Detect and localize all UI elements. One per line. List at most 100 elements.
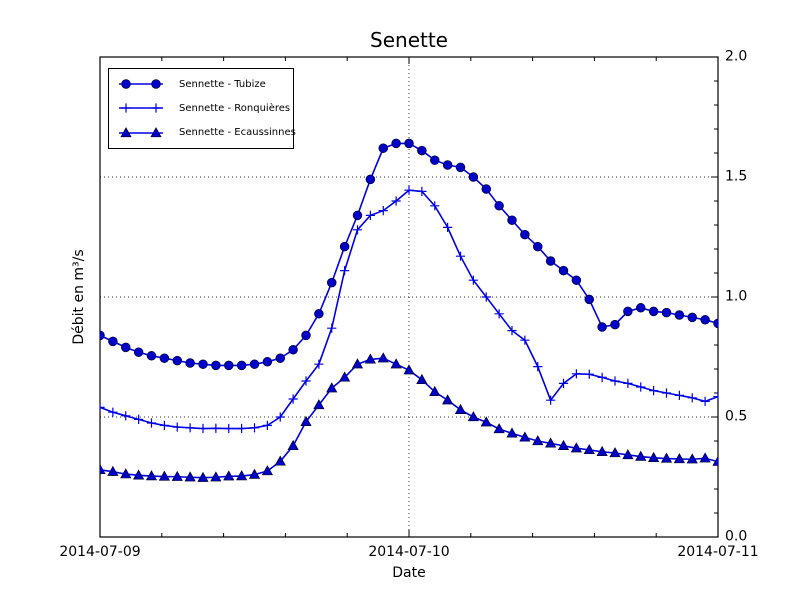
marker-plus xyxy=(121,103,131,114)
marker-plus xyxy=(99,402,105,412)
marker-plus xyxy=(455,251,466,261)
circle-marker-icon xyxy=(119,79,163,89)
marker-plus xyxy=(108,407,118,417)
marker-circle xyxy=(700,315,710,325)
marker-plus xyxy=(288,394,298,404)
marker-triangle xyxy=(390,358,402,369)
marker-triangle xyxy=(313,399,325,410)
marker-circle xyxy=(159,353,170,363)
marker-plus xyxy=(151,103,161,114)
x-tick-label: 2014-07-09 xyxy=(59,544,141,560)
marker-plus xyxy=(237,423,247,434)
marker-circle xyxy=(378,143,389,153)
marker-triangle xyxy=(120,126,132,137)
marker-plus xyxy=(275,412,285,422)
marker-triangle xyxy=(635,450,647,461)
marker-plus xyxy=(700,396,710,406)
marker-plus xyxy=(224,423,234,434)
marker-circle xyxy=(236,360,247,371)
y-tick-label: 2.0 xyxy=(725,48,748,65)
marker-triangle xyxy=(261,465,273,476)
marker-circle xyxy=(674,310,685,320)
marker-circle xyxy=(455,162,466,173)
series-sennette-ecaussinnes xyxy=(99,352,719,482)
marker-circle xyxy=(494,201,504,211)
marker-plus xyxy=(301,376,311,386)
marker-triangle xyxy=(493,423,505,434)
marker-triangle xyxy=(364,353,376,364)
legend-item-tubize: Sennette - Tubize xyxy=(115,76,293,92)
marker-plus xyxy=(198,423,208,434)
marker-triangle xyxy=(673,453,685,464)
marker-circle xyxy=(468,172,479,182)
marker-plus xyxy=(623,378,633,388)
marker-plus xyxy=(340,266,350,276)
marker-triangle xyxy=(429,385,441,396)
y-tick-label: 0.0 xyxy=(725,528,748,545)
marker-plus xyxy=(533,362,543,372)
y-tick-label: 1.0 xyxy=(725,288,748,305)
marker-triangle xyxy=(622,448,634,460)
marker-circle xyxy=(442,160,453,170)
marker-triangle xyxy=(519,431,531,442)
marker-triangle xyxy=(712,455,719,466)
marker-plus xyxy=(365,210,375,220)
legend-label: Sennette - Ecaussinnes xyxy=(179,127,296,139)
marker-triangle xyxy=(480,416,492,427)
marker-circle xyxy=(661,307,672,318)
marker-circle xyxy=(597,322,607,332)
marker-triangle xyxy=(133,469,145,480)
marker-plus xyxy=(443,222,453,232)
marker-triangle xyxy=(660,452,673,463)
x-tick-label: 2014-07-11 xyxy=(677,544,759,560)
marker-plus xyxy=(584,369,594,379)
x-tick-label: 2014-07-10 xyxy=(368,544,450,560)
marker-plus xyxy=(121,411,131,421)
marker-circle xyxy=(571,275,582,285)
marker-triangle xyxy=(416,373,428,384)
marker-circle xyxy=(301,330,311,341)
marker-circle xyxy=(481,184,492,194)
marker-circle xyxy=(391,138,401,149)
marker-plus xyxy=(211,423,221,433)
marker-plus xyxy=(494,309,504,319)
marker-plus xyxy=(649,386,659,396)
marker-circle xyxy=(99,330,105,341)
marker-triangle xyxy=(150,126,162,137)
marker-triangle xyxy=(377,352,389,363)
marker-plus xyxy=(262,420,272,430)
marker-triangle xyxy=(583,443,595,455)
marker-plus xyxy=(481,292,491,302)
marker-circle xyxy=(558,265,569,276)
marker-plus xyxy=(249,423,260,433)
marker-triangle xyxy=(557,439,570,450)
marker-triangle xyxy=(351,358,364,369)
marker-plus xyxy=(636,382,646,392)
marker-plus xyxy=(558,378,569,388)
legend-label: Sennette - Tubize xyxy=(179,78,266,90)
marker-triangle xyxy=(274,455,286,466)
marker-circle xyxy=(172,355,183,366)
marker-triangle xyxy=(236,470,248,481)
marker-circle xyxy=(314,309,324,319)
marker-triangle xyxy=(210,471,222,482)
marker-circle xyxy=(120,342,131,353)
marker-plus xyxy=(597,372,607,382)
marker-circle xyxy=(610,319,620,330)
marker-plus xyxy=(610,376,620,386)
marker-triangle xyxy=(545,437,557,448)
marker-triangle xyxy=(158,470,170,481)
legend-label: Sennette - Ronquières xyxy=(179,102,291,114)
marker-triangle xyxy=(686,453,698,464)
marker-circle xyxy=(327,277,337,288)
marker-plus xyxy=(327,323,337,333)
marker-circle xyxy=(365,174,376,185)
marker-plus xyxy=(520,335,530,345)
marker-circle xyxy=(211,360,221,371)
legend-item-ecaussinnes: Sennette - Ecaussinnes xyxy=(115,125,296,141)
marker-circle xyxy=(713,318,719,329)
x-axis-label: Date xyxy=(392,565,426,581)
marker-circle xyxy=(339,241,350,252)
marker-triangle xyxy=(648,451,660,462)
marker-circle xyxy=(146,351,157,361)
